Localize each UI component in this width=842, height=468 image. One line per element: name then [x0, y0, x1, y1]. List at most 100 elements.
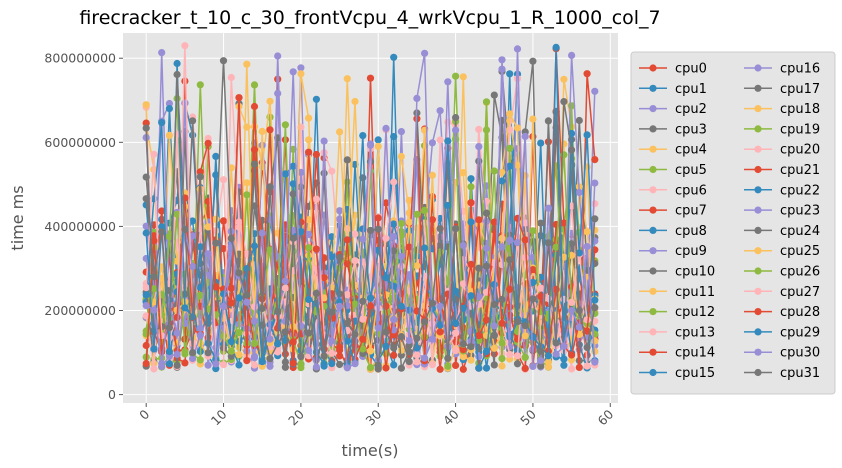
data-point [568, 307, 576, 315]
data-point [436, 136, 444, 144]
data-point [305, 329, 313, 337]
data-point [243, 191, 251, 199]
legend-marker [754, 226, 762, 234]
data-point [498, 243, 506, 251]
legend-item-cpu12: cpu12 [639, 305, 715, 320]
legend-label: cpu3 [675, 122, 707, 137]
data-point [297, 228, 305, 236]
data-point [150, 306, 158, 314]
data-point [181, 77, 189, 85]
legend-label: cpu16 [780, 62, 820, 77]
data-point [305, 244, 313, 252]
legend-marker [754, 165, 762, 174]
legend-item-cpu23: cpu23 [744, 204, 820, 219]
y-tick-label: 800000000 [44, 51, 116, 66]
data-point [390, 344, 398, 352]
data-point [513, 352, 522, 360]
legend-item-cpu16: cpu16 [744, 62, 820, 77]
data-point [506, 144, 514, 152]
data-point [552, 350, 560, 358]
data-point [266, 362, 274, 370]
data-point [591, 358, 599, 366]
data-point [165, 131, 173, 139]
data-point [289, 162, 297, 170]
data-point [204, 361, 212, 369]
data-point [482, 316, 491, 324]
data-point [204, 250, 212, 258]
legend-marker [649, 186, 657, 194]
data-point [444, 362, 452, 370]
data-point [405, 358, 413, 366]
data-point [181, 347, 189, 356]
data-point [297, 64, 305, 72]
data-point [351, 97, 359, 106]
data-point [390, 178, 398, 186]
legend-marker [754, 348, 762, 356]
data-point [575, 306, 583, 314]
data-point [266, 126, 274, 134]
data-point [428, 361, 436, 369]
data-point [227, 347, 235, 355]
data-point [413, 210, 421, 218]
data-point [305, 295, 313, 303]
data-point [459, 241, 467, 250]
data-point [274, 348, 282, 356]
data-point [336, 253, 344, 261]
data-point [189, 349, 197, 357]
data-point [591, 215, 599, 223]
data-point [390, 351, 398, 359]
data-point [351, 230, 359, 238]
data-point [513, 75, 522, 83]
data-point [305, 216, 313, 224]
data-point [498, 56, 506, 64]
data-point [521, 219, 529, 227]
data-point [336, 302, 344, 310]
data-point [351, 300, 359, 308]
chart-title: firecracker_t_10_c_30_frontVcpu_4_wrkVcp… [79, 7, 660, 29]
legend-label: cpu23 [780, 204, 820, 219]
legend-marker [649, 145, 657, 153]
data-point [390, 247, 398, 255]
data-point [328, 253, 336, 261]
data-point [568, 51, 576, 60]
legend-label: cpu20 [780, 143, 820, 158]
legend-marker [754, 186, 762, 194]
legend-label: cpu19 [780, 122, 820, 137]
data-point [281, 363, 289, 371]
data-point [204, 139, 212, 147]
data-point [351, 330, 359, 338]
data-point [544, 239, 553, 247]
data-point [452, 295, 460, 303]
data-point [312, 150, 320, 159]
data-point [506, 350, 514, 359]
data-point [452, 114, 460, 122]
data-point [289, 359, 297, 367]
data-point [374, 324, 382, 332]
data-point [544, 314, 553, 322]
data-point [397, 220, 405, 228]
data-point [181, 225, 189, 233]
data-point [142, 341, 150, 350]
data-point [142, 312, 150, 320]
data-point [243, 291, 251, 299]
data-point [490, 91, 498, 99]
data-point [452, 319, 460, 327]
legend-item-cpu30: cpu30 [744, 346, 820, 361]
legend-item-cpu6: cpu6 [639, 183, 707, 198]
data-point [413, 94, 421, 102]
data-point [521, 364, 529, 373]
data-point [521, 322, 529, 330]
data-point [150, 365, 158, 373]
data-point [250, 354, 259, 362]
data-point [189, 232, 197, 240]
data-point [297, 360, 305, 368]
legend-marker [649, 267, 657, 275]
legend-marker [754, 247, 762, 255]
data-point [428, 171, 436, 179]
data-point [212, 171, 220, 179]
legend-marker [649, 348, 657, 356]
data-point [289, 234, 297, 242]
data-point [343, 319, 351, 327]
data-point [173, 350, 181, 358]
